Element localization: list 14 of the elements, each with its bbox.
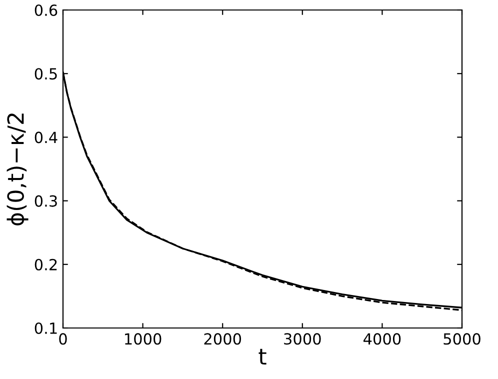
y-tick-label: 0.2 <box>34 258 57 270</box>
y-tick-label: 0.6 <box>34 4 58 16</box>
y-axis-title: ϕ(0,t)−κ/2 <box>6 114 28 226</box>
y-tick-label: 0.5 <box>34 68 57 80</box>
y-tick-label: 0.3 <box>34 195 57 207</box>
x-tick-label: 2000 <box>204 333 242 345</box>
x-tick-label: 0 <box>59 333 67 345</box>
x-tick-label: 5000 <box>444 333 480 345</box>
x-tick-label: 3000 <box>284 333 321 345</box>
x-tick-label: 4000 <box>364 333 401 345</box>
x-axis-title: t <box>258 348 266 365</box>
y-tick-label: 0.1 <box>34 322 57 334</box>
y-tick-label: 0.4 <box>34 132 58 144</box>
x-tick-label: 1000 <box>125 333 162 345</box>
